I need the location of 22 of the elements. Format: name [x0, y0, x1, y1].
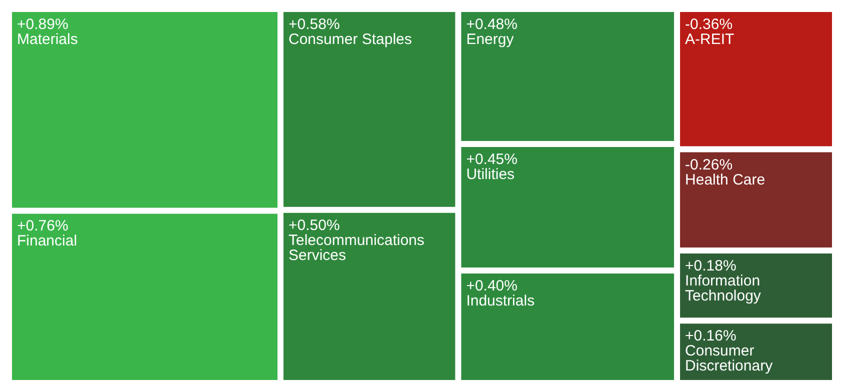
data-label: +0.76% [17, 218, 68, 235]
category-label: Consumer Discretionary [685, 342, 774, 375]
category-label: Information Technology [685, 272, 764, 305]
category-label: Financial [17, 232, 78, 250]
data-label: +0.89% [17, 16, 68, 33]
data-label: -0.26% [685, 156, 733, 174]
category-label: A-REIT [685, 31, 734, 48]
category-label: Energy [466, 31, 514, 48]
data-label: +0.40% [466, 278, 518, 295]
category-label: Health Care [685, 171, 766, 188]
category-label: Utilities [466, 166, 515, 183]
data-label: +0.16% [685, 328, 736, 345]
category-label: Consumer Staples [288, 31, 412, 48]
data-label: -0.36% [685, 16, 733, 33]
data-label: +0.50% [288, 216, 340, 234]
category-label: Industrials [466, 292, 535, 310]
category-label: Materials [17, 31, 78, 48]
category-label: Telecommunications Services [288, 232, 429, 264]
data-label: +0.45% [466, 150, 518, 168]
data-label: +0.58% [288, 16, 340, 33]
data-label: +0.48% [466, 16, 518, 33]
data-label: +0.18% [685, 258, 736, 275]
